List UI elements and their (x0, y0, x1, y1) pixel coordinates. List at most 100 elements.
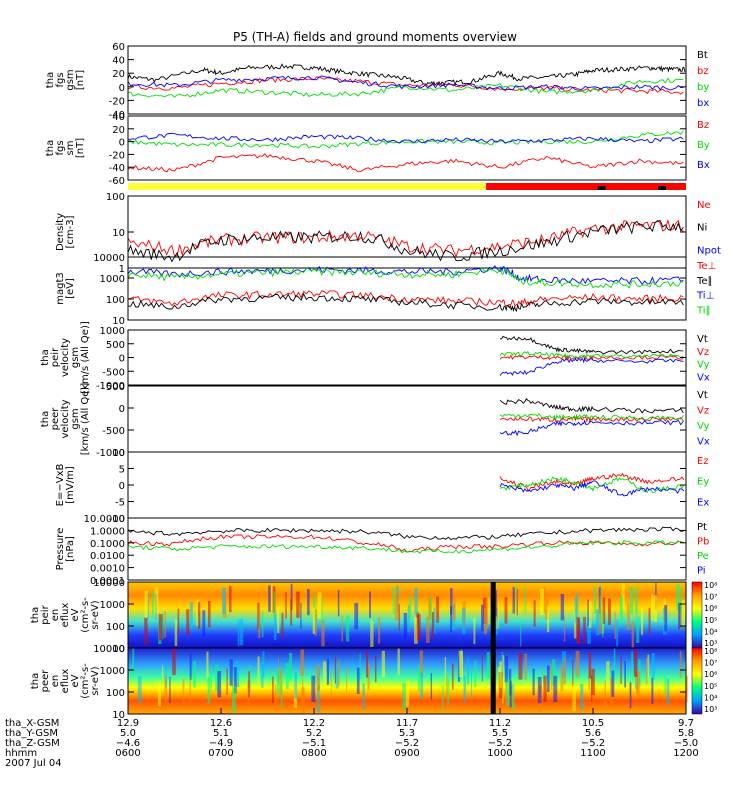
y-tick-label: 10000 (93, 578, 125, 589)
colorbar-label: 10⁵ (704, 616, 717, 625)
y-tick-label: 0 (119, 481, 125, 492)
colorbar-label: 10⁷ (704, 593, 717, 602)
series-Pb (127, 534, 684, 553)
colorbar-label: 10⁷ (704, 659, 717, 668)
legend-entry: Bt (697, 50, 708, 61)
x-tick-label: 11.2 (489, 718, 511, 729)
legend-entry: Ti∥ (696, 305, 711, 316)
y-axis-label: (cm²-s- (80, 597, 91, 633)
y-tick-label: -1000 (96, 381, 125, 392)
x-tick-label: 12.2 (303, 718, 325, 729)
y-tick-label: 60 (112, 42, 125, 53)
x-tick-label: 1200 (673, 748, 698, 759)
y-axis-label: gsm (65, 69, 76, 90)
panel-peer (127, 385, 687, 453)
legend-entry: Vt (697, 390, 708, 401)
legend-entry: Npot (697, 245, 721, 256)
panel-frame (127, 451, 687, 519)
y-axis-label: sr-eV) (90, 666, 101, 695)
legend-entry: Vz (697, 347, 709, 358)
x-tick-label: −5.1 (302, 738, 326, 749)
y-tick-label: -60 (109, 176, 125, 187)
series-Vt (500, 335, 684, 355)
legend-entry: Ex (697, 497, 709, 508)
legend-entry: Ni (697, 223, 707, 234)
series-Bt (127, 63, 686, 87)
colorbar-label: 10⁴ (704, 627, 717, 636)
series-Vx (499, 357, 684, 377)
panel-pressure (127, 517, 687, 581)
y-axis-label: eflux (60, 669, 71, 694)
series-bz (127, 76, 684, 95)
y-tick-label: 100 (106, 688, 125, 699)
y-axis-label: [cm-3] (65, 215, 76, 248)
y-tick-label: -20 (109, 150, 125, 161)
series-Vy (499, 413, 684, 422)
colorbar-peer-en (691, 647, 703, 715)
mode-mark (597, 186, 606, 190)
series-Ti⊥ (127, 265, 684, 286)
y-tick-label: 40 (112, 56, 125, 67)
y-tick-label: 20 (112, 69, 125, 80)
x-tick-label: 5.3 (399, 728, 415, 739)
x-tick-label: 5.8 (678, 728, 694, 739)
y-tick-label: 0 (119, 83, 125, 94)
y-tick-label: 0.0100 (90, 551, 125, 562)
legend-entry: Ti⊥ (696, 291, 714, 302)
x-tick-label: 1000 (487, 748, 512, 759)
mode-bar-yellow (128, 183, 487, 190)
series-Ex (499, 480, 685, 497)
panel-peer-en (127, 647, 703, 715)
legend-entry: Pi (697, 566, 706, 577)
y-axis-label: Pressure (55, 528, 66, 571)
y-axis-label: peer (40, 669, 51, 693)
y-axis-label: E=−VxB (55, 464, 66, 507)
panel-fgs (127, 45, 687, 115)
y-axis-label: tha (45, 72, 56, 88)
y-axis-label: tha (45, 140, 56, 156)
y-axis-label: fgs (55, 72, 66, 87)
x-row-label: tha_Y-GSM (5, 728, 58, 739)
y-tick-label: 10 (112, 644, 125, 655)
legend-entry: Vy (697, 360, 710, 371)
colorbar-label: 10⁴ (704, 693, 717, 702)
x-tick-label: −5.2 (581, 738, 605, 749)
panel-magt3 (127, 256, 687, 321)
legend-entry: Vy (697, 421, 710, 432)
panel-frame (127, 256, 687, 321)
y-tick-label: 10 (112, 710, 125, 721)
series-Vz (499, 416, 684, 424)
y-tick-label: 0 (119, 138, 125, 149)
y-axis-label: [eV] (65, 278, 76, 299)
series-Vx (499, 419, 684, 437)
x-tick-label: 5.1 (213, 728, 229, 739)
x-tick-label: 12.6 (210, 718, 232, 729)
y-axis-label: sr-eV) (90, 600, 101, 629)
y-axis-label: [km/s (All Qe)] (80, 321, 91, 394)
series-Ne (127, 218, 684, 258)
x-row-label: tha_Z-GSM (5, 738, 60, 749)
x-tick-label: 5.0 (120, 728, 136, 739)
series-Ni (127, 220, 684, 263)
y-tick-label: 1000 (100, 274, 125, 285)
colorbar-label: 10⁶ (704, 604, 717, 613)
y-tick-label: 1000 (100, 600, 125, 611)
x-tick-label: 0900 (394, 748, 419, 759)
colorbar-peir-en (691, 581, 703, 649)
y-tick-label: -40 (109, 163, 125, 174)
panel-density (127, 195, 687, 269)
legend-entry: Vx (697, 437, 710, 448)
legend-entry: Vt (697, 334, 708, 345)
y-axis-label: (cm²-s- (80, 663, 91, 699)
legend-entry: Pb (697, 537, 709, 548)
y-tick-label: 1000 (100, 326, 125, 337)
x-tick-label: 0700 (208, 748, 233, 759)
y-axis-label: velocity (60, 338, 71, 377)
y-axis-label: eV (70, 674, 81, 687)
x-tick-label: 11.7 (396, 718, 418, 729)
x-tick-label: −5.0 (674, 738, 698, 749)
x-tick-label: 5.6 (585, 728, 601, 739)
legend-entry: By (697, 140, 710, 151)
y-axis-label: tha (30, 607, 41, 623)
y-tick-label: -5 (115, 498, 125, 509)
